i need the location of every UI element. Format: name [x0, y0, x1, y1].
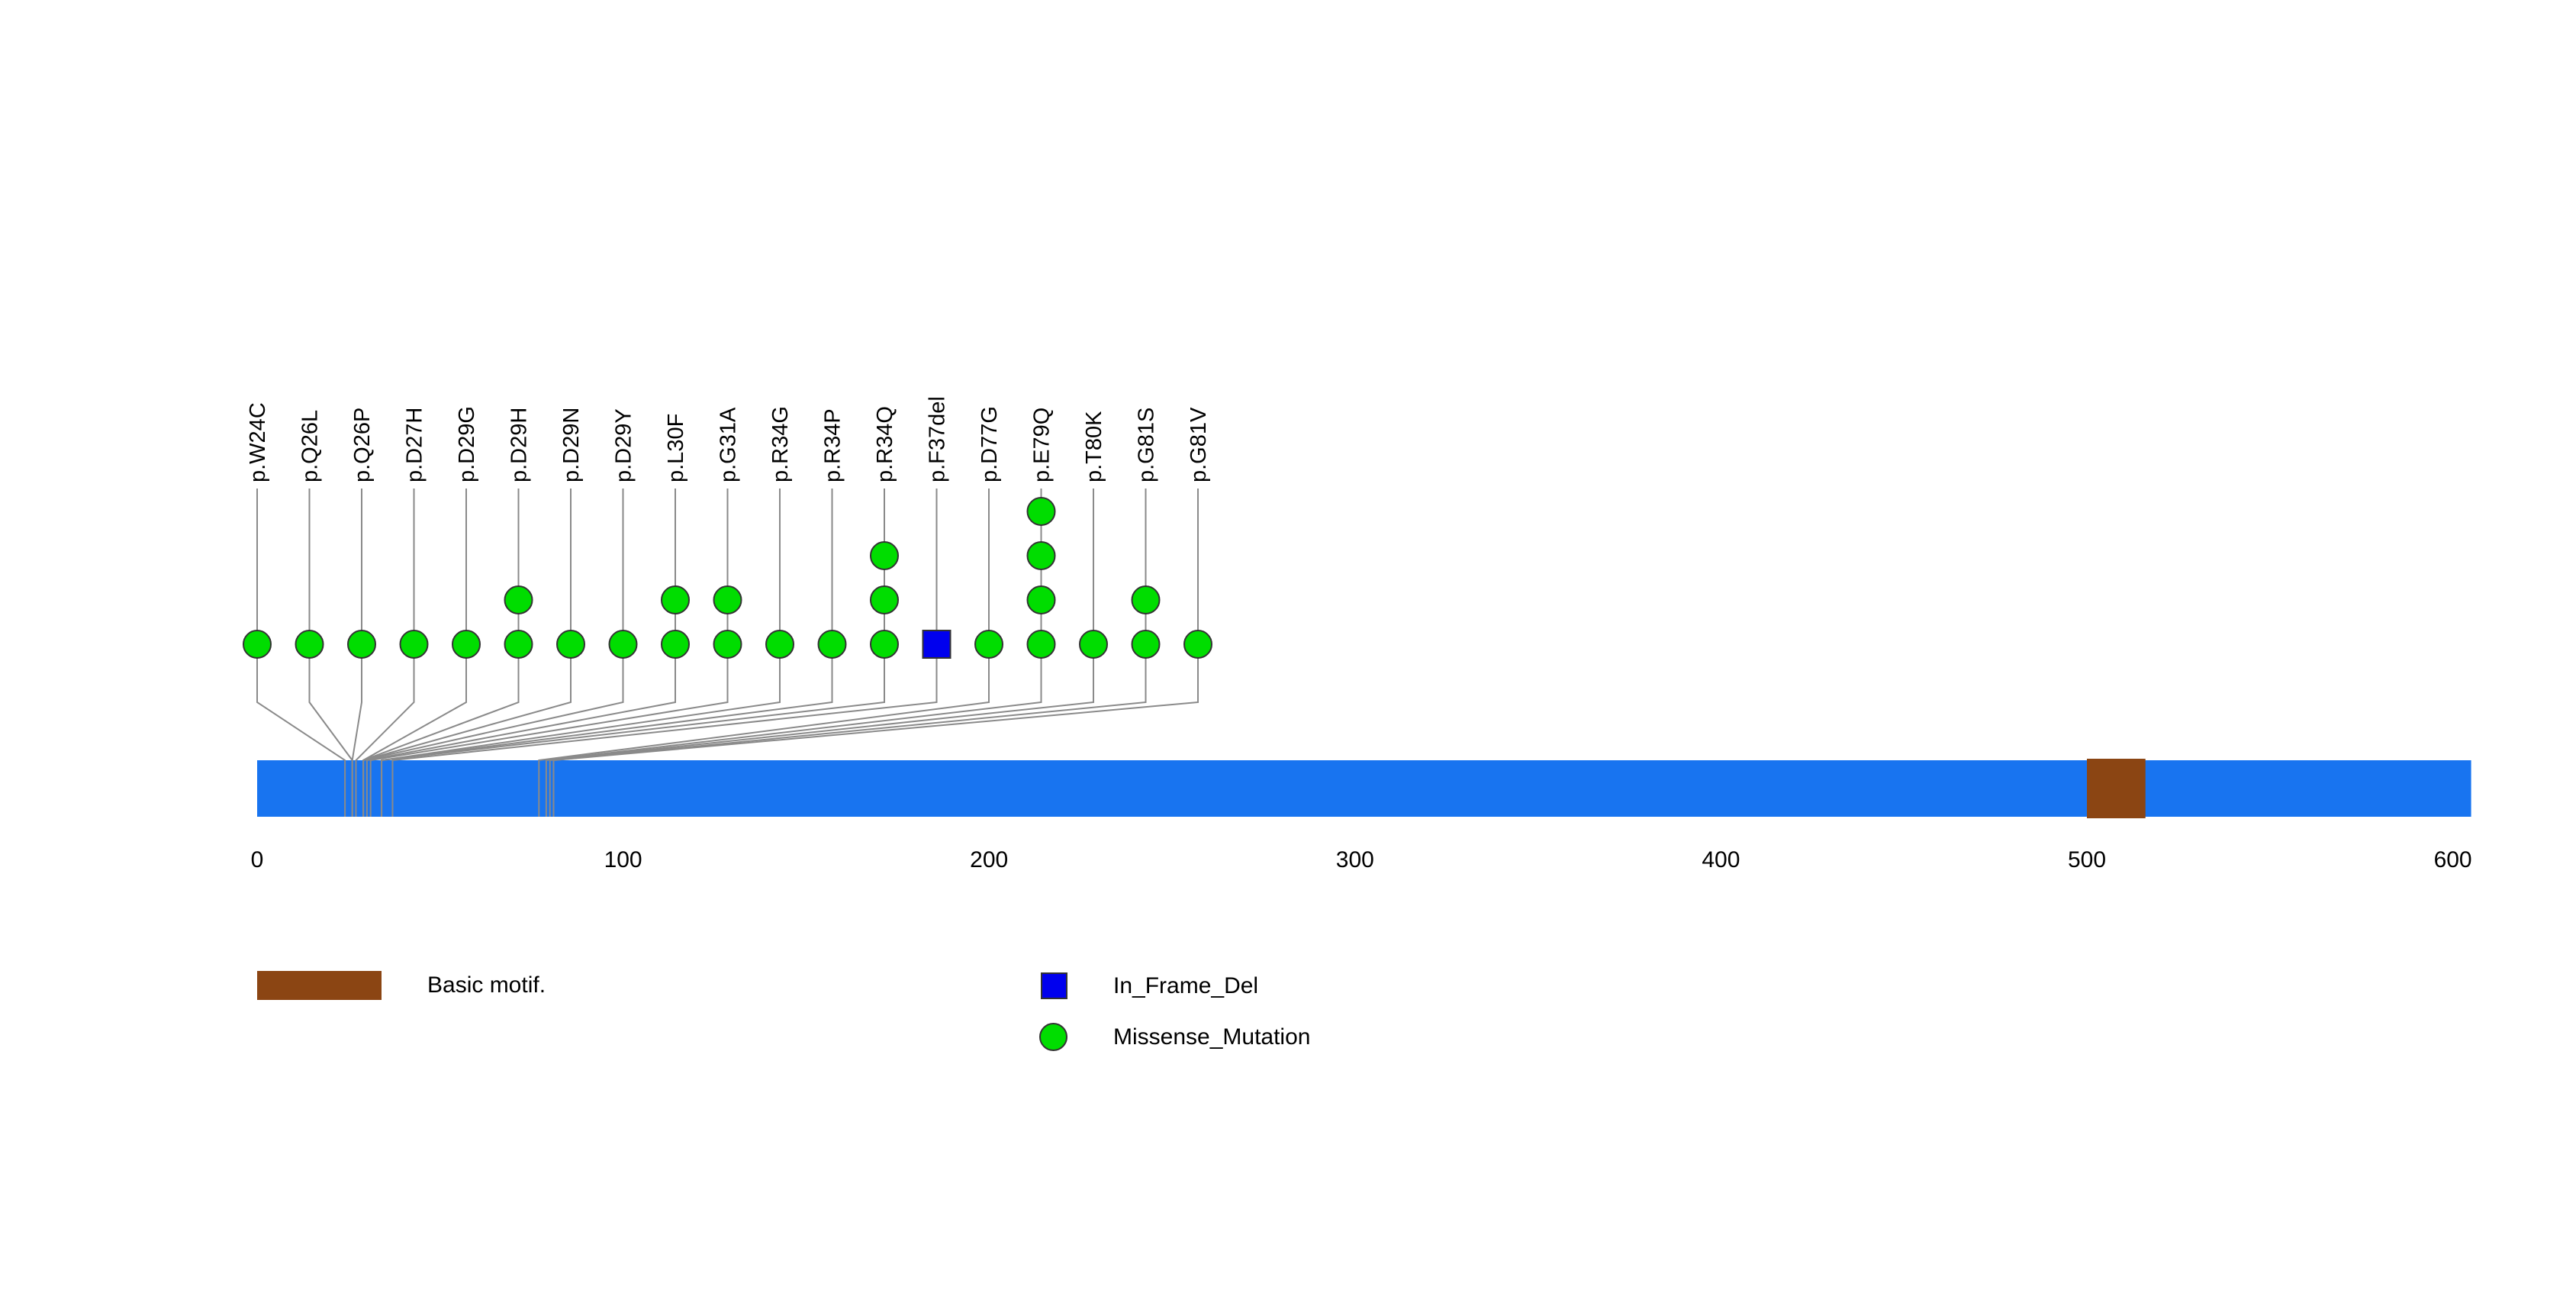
mutation-label: p.D29G: [455, 406, 479, 482]
axis-tick-label: 300: [1336, 847, 1374, 872]
mutation-marker-circle[interactable]: [1026, 497, 1056, 526]
mutation-marker-circle[interactable]: [1026, 541, 1056, 570]
mutation-marker-circle[interactable]: [504, 585, 533, 614]
legend-item-missense: Missense_Mutation: [1039, 1023, 1310, 1051]
legend-inframedel-swatch: [1041, 972, 1067, 999]
mutation-marker-circle[interactable]: [1079, 630, 1108, 659]
mutation-stem: [351, 489, 362, 817]
axis-tick-label: 200: [970, 847, 1008, 872]
protein-domain: [2087, 759, 2146, 818]
axis-tick-label: 400: [1702, 847, 1740, 872]
mutation-stem: [256, 489, 346, 817]
mutation-marker-circle[interactable]: [347, 630, 376, 659]
mutation-marker-circle[interactable]: [556, 630, 585, 659]
mutation-marker-circle[interactable]: [974, 630, 1003, 659]
mutation-marker-circle[interactable]: [608, 630, 638, 659]
mutation-label: p.Q26P: [350, 408, 375, 482]
axis-tick-label: 600: [2434, 847, 2472, 872]
mutation-marker-circle[interactable]: [504, 630, 533, 659]
mutation-marker-circle[interactable]: [817, 630, 847, 659]
mutation-marker-circle[interactable]: [1026, 585, 1056, 614]
mutation-marker-circle[interactable]: [870, 541, 899, 570]
mutation-label: p.Q26L: [298, 410, 323, 482]
mutation-marker-circle[interactable]: [399, 630, 429, 659]
mutation-label: p.R34P: [821, 408, 845, 482]
mutation-marker-circle[interactable]: [1131, 585, 1161, 614]
axis-tick-label: 100: [604, 847, 642, 872]
mutation-stem: [391, 489, 938, 817]
legend-item-inframedel: In_Frame_Del: [1041, 972, 1258, 999]
mutation-stem: [362, 489, 624, 817]
mutation-label: p.G31A: [716, 407, 741, 482]
legend-missense-label: Missense_Mutation: [1113, 1024, 1311, 1050]
mutation-label: p.G81V: [1187, 407, 1211, 482]
legend-item-domain: Basic motif.: [257, 971, 546, 1000]
mutation-label: p.D29H: [507, 408, 532, 482]
mutation-label: p.D27H: [403, 408, 427, 482]
mutation-marker-circle[interactable]: [713, 585, 742, 614]
mutation-marker-circle[interactable]: [870, 585, 899, 614]
mutation-label: p.R34G: [768, 406, 793, 482]
legend-domain-swatch: [257, 971, 382, 1000]
mutation-marker-circle[interactable]: [1026, 630, 1056, 659]
mutation-label: p.T80K: [1082, 411, 1106, 482]
mutation-label: p.R34Q: [873, 406, 897, 482]
mutation-stem: [355, 489, 415, 817]
mutation-label: p.D77G: [977, 406, 1002, 482]
mutation-label: p.E79Q: [1030, 408, 1055, 482]
mutation-stem: [552, 489, 1199, 817]
mutation-marker-square[interactable]: [922, 630, 952, 659]
mutation-label: p.D29N: [559, 408, 584, 482]
mutation-marker-circle[interactable]: [661, 585, 690, 614]
legend-inframedel-label: In_Frame_Del: [1113, 972, 1259, 998]
legend-domain-label: Basic motif.: [427, 972, 546, 998]
axis-tick-label: 0: [251, 847, 264, 872]
mutation-marker-circle[interactable]: [870, 630, 899, 659]
mutation-marker-circle[interactable]: [765, 630, 794, 659]
mutation-label: p.W24C: [246, 402, 270, 482]
legend-missense-swatch: [1039, 1023, 1067, 1051]
mutation-marker-circle[interactable]: [713, 630, 742, 659]
mutation-label: p.G81S: [1135, 408, 1159, 482]
mutation-stem: [538, 489, 990, 817]
mutation-marker-circle[interactable]: [243, 630, 272, 659]
mutation-marker-circle[interactable]: [1183, 630, 1212, 659]
mutation-marker-circle[interactable]: [452, 630, 481, 659]
mutation-marker-circle[interactable]: [295, 630, 324, 659]
axis-tick-label: 500: [2068, 847, 2106, 872]
mutation-marker-circle[interactable]: [1131, 630, 1161, 659]
mutation-label: p.D29Y: [612, 408, 636, 482]
mutation-marker-circle[interactable]: [661, 630, 690, 659]
mutation-label: p.L30F: [664, 414, 688, 482]
mutation-label: p.F37del: [926, 396, 950, 482]
mutation-stem: [549, 489, 1094, 817]
